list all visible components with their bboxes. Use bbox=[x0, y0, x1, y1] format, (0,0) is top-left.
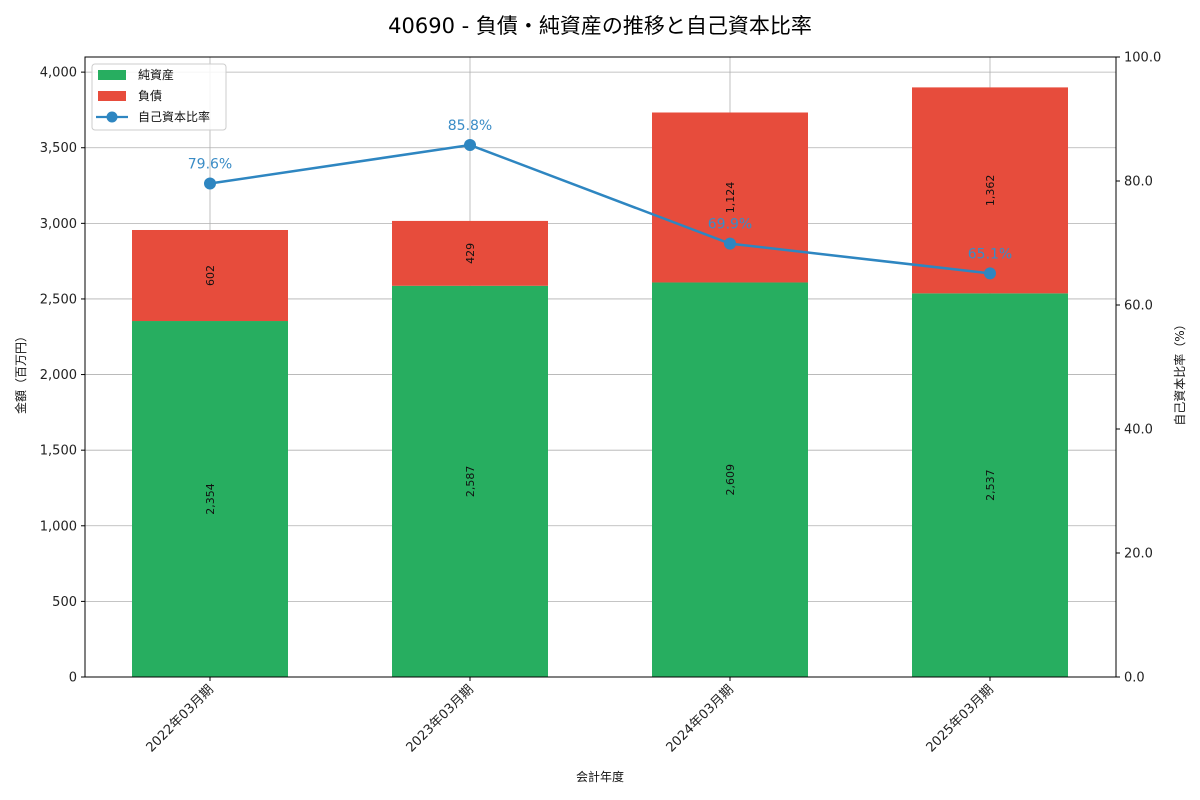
equity-ratio-line: 79.6% 85.8% 69.9% 65.1% bbox=[188, 118, 1012, 280]
legend-label-equity-ratio: 自己資本比率 bbox=[138, 109, 210, 124]
bar-net-assets bbox=[652, 282, 808, 677]
equity-ratio-polyline bbox=[209, 143, 991, 275]
bar-net-assets bbox=[912, 293, 1068, 677]
bar-liabilities bbox=[912, 87, 1068, 294]
y-tick-label: 3,000 bbox=[40, 217, 77, 232]
y-tick-label: 1,500 bbox=[40, 444, 77, 459]
bar-label-liabilities: 429 bbox=[464, 243, 477, 264]
equity-ratio-label: 79.6% bbox=[188, 156, 232, 172]
legend: 純資産 負債 自己資本比率 bbox=[91, 63, 227, 131]
legend-label-liabilities: 負債 bbox=[138, 88, 162, 103]
equity-ratio-marker bbox=[984, 267, 996, 280]
y2-tick-label: 0.0 bbox=[1124, 671, 1145, 686]
x-axis-label: 会計年度 bbox=[576, 769, 624, 784]
x-tick-label: 2025年03月期 bbox=[924, 682, 997, 755]
bar-value-labels: 2,354 602 2,587 429 2,609 1,124 2,537 1,362 bbox=[204, 175, 997, 515]
legend-swatch-liabilities bbox=[98, 91, 126, 101]
equity-ratio-label: 65.1% bbox=[968, 246, 1012, 262]
y-tick-label: 2,000 bbox=[40, 368, 77, 383]
equity-ratio-label: 69.9% bbox=[708, 217, 752, 233]
x-tick-label: 2022年03月期 bbox=[144, 682, 217, 755]
equity-ratio-label: 85.8% bbox=[448, 118, 492, 134]
y-tick-label: 3,500 bbox=[40, 141, 77, 156]
equity-ratio-marker bbox=[724, 237, 736, 250]
equity-ratio-marker bbox=[204, 177, 216, 190]
bar-label-liabilities: 1,124 bbox=[724, 182, 737, 214]
y2-tick-label: 20.0 bbox=[1124, 547, 1153, 562]
x-tick-label: 2023年03月期 bbox=[404, 682, 477, 755]
y-tick-label: 0 bbox=[69, 671, 77, 686]
y-tick-label: 2,500 bbox=[40, 292, 77, 307]
right-axis-ticks: 0.0 20.0 40.0 60.0 80.0 100.0 bbox=[1116, 51, 1161, 686]
bar-label-net-assets: 2,354 bbox=[204, 483, 217, 515]
bar-liabilities bbox=[652, 112, 808, 283]
y-axis-label: 金額（百万円） bbox=[13, 330, 28, 414]
legend-box bbox=[91, 63, 227, 131]
y-tick-label: 1,000 bbox=[40, 519, 77, 534]
left-axis-ticks: 0 500 1,000 1,500 2,000 2,500 3,000 3,500 4,000 bbox=[40, 66, 85, 686]
bar-liabilities bbox=[132, 229, 288, 322]
x-axis-ticks: 2022年03月期 2023年03月期 2024年03月期 2025年03月期 bbox=[144, 677, 997, 756]
y-tick-label: 4,000 bbox=[40, 66, 77, 81]
legend-label-net-assets: 純資産 bbox=[138, 67, 174, 82]
bar-net-assets bbox=[392, 285, 548, 677]
bar-liabilities bbox=[392, 220, 548, 286]
plot-frame bbox=[84, 56, 1117, 678]
x-tick-label: 2024年03月期 bbox=[664, 682, 737, 755]
y2-axis-label: 自己資本比率（%） bbox=[1172, 318, 1187, 425]
y-tick-label: 500 bbox=[52, 595, 77, 610]
equity-ratio-marker bbox=[464, 139, 476, 152]
y2-tick-label: 40.0 bbox=[1124, 423, 1153, 438]
bar-label-net-assets: 2,609 bbox=[724, 464, 737, 496]
chart-title: 40690 - 負債・純資産の推移と自己資本比率 bbox=[388, 14, 812, 38]
y2-tick-label: 80.0 bbox=[1124, 175, 1153, 190]
bar-label-net-assets: 2,537 bbox=[984, 469, 997, 501]
bar-label-liabilities: 602 bbox=[204, 265, 217, 286]
bars bbox=[132, 87, 1068, 677]
legend-swatch-net-assets bbox=[98, 70, 126, 80]
y2-tick-label: 60.0 bbox=[1124, 299, 1153, 314]
bar-label-liabilities: 1,362 bbox=[984, 175, 997, 207]
bar-label-net-assets: 2,587 bbox=[464, 466, 477, 498]
bar-net-assets bbox=[132, 321, 288, 677]
y2-tick-label: 100.0 bbox=[1124, 51, 1161, 66]
legend-marker-icon bbox=[106, 111, 118, 123]
